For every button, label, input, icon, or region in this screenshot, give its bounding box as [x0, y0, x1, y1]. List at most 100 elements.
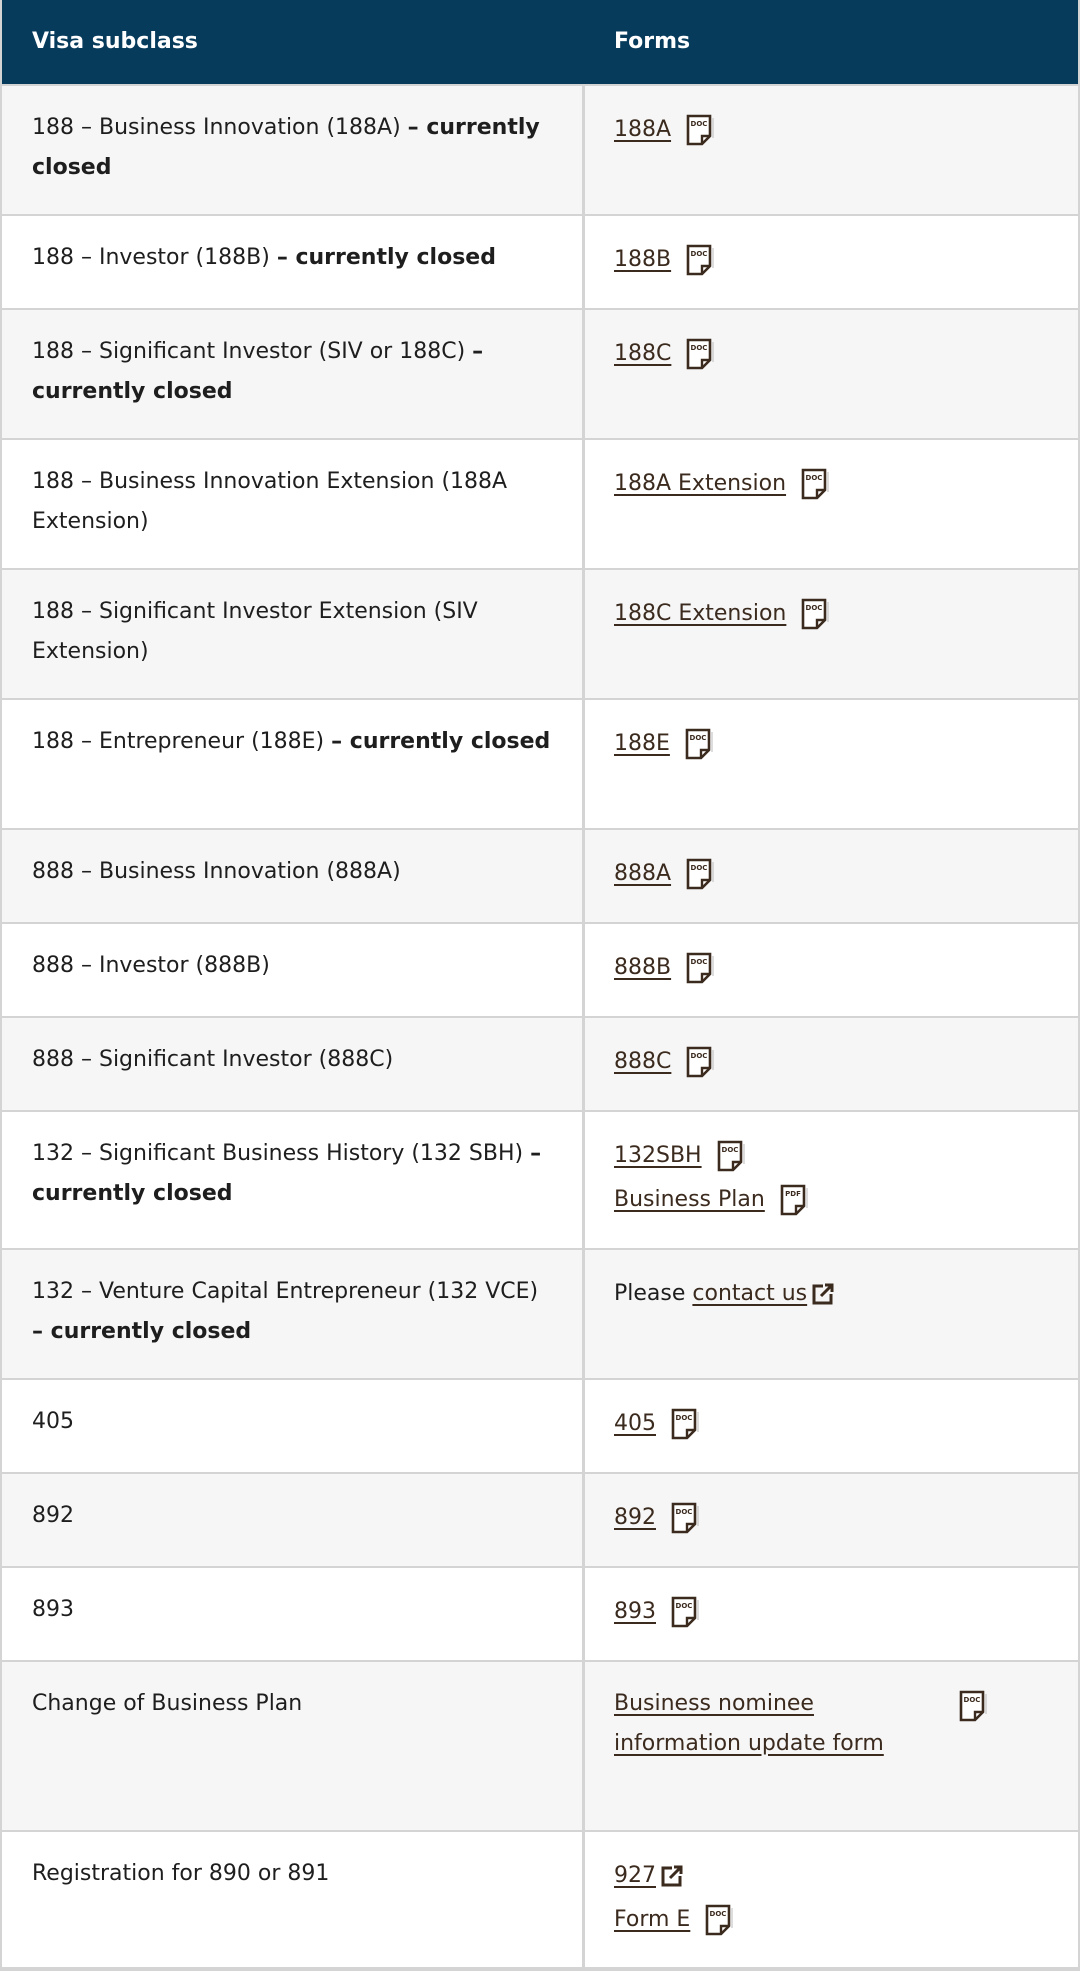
file-icon: DOC	[959, 1690, 987, 1722]
table-row: 888 – Investor (888B) 888B DOC	[2, 924, 1078, 1016]
table-row: 132 – Significant Business History (132 …	[2, 1112, 1078, 1248]
form-link[interactable]: 188E	[614, 731, 670, 756]
file-icon: DOC	[671, 1408, 699, 1440]
icon-label: DOC	[691, 1052, 708, 1060]
icon-arrow	[820, 1283, 834, 1298]
file-icon: DOC	[686, 858, 714, 890]
form-item: 888B DOC	[614, 946, 1048, 990]
table-row: 188 – Business Innovation Extension (188…	[2, 440, 1078, 568]
form-link[interactable]: 888B	[614, 955, 672, 980]
header-row: Visa subclass Forms	[2, 0, 1078, 84]
file-icon: DOC	[802, 598, 829, 630]
forms-cell: Business nominee information update form…	[585, 1662, 1078, 1830]
icon-fold	[700, 134, 711, 144]
form-link[interactable]: Business Plan	[614, 1187, 765, 1212]
forms-cell: 892 DOC	[585, 1474, 1078, 1566]
status-note: – currently closed	[32, 115, 540, 180]
forms-cell: 893 DOC	[585, 1568, 1078, 1660]
form-link[interactable]: Form E	[614, 1907, 691, 1932]
subclass-cell: 892	[2, 1474, 582, 1566]
form-link[interactable]: 132SBH	[614, 1143, 702, 1168]
icon-label: DOC	[721, 1146, 738, 1154]
file-icon: DOC	[706, 1904, 733, 1936]
subclass-cell: Registration for 890 or 891	[2, 1832, 582, 1967]
form-link[interactable]: 188C Extension	[614, 601, 787, 626]
forms-cell: 188C DOC	[585, 310, 1078, 438]
form-link[interactable]: 188C	[614, 341, 672, 366]
icon-label: DOC	[806, 604, 823, 612]
form-link[interactable]: 893	[614, 1599, 656, 1624]
icon-fold	[701, 1066, 711, 1076]
form-link[interactable]: Business nominee information update form	[614, 1691, 884, 1756]
icon-label: PDF	[785, 1190, 801, 1198]
header-cell: Visa subclass	[2, 0, 582, 84]
subclass-text: 888 – Significant Investor (888C)	[32, 1047, 394, 1072]
form-link[interactable]: 405	[614, 1411, 656, 1436]
forms-cell: 132SBH DOC Business Plan PDF	[585, 1112, 1078, 1248]
form-link[interactable]: contact us	[692, 1281, 808, 1306]
form-item: 892 DOC	[614, 1496, 1048, 1540]
form-link[interactable]: 888C	[614, 1049, 672, 1074]
subclass-cell: 188 – Investor (188B) – currently closed	[2, 216, 582, 308]
form-item: 888A DOC	[614, 852, 1048, 896]
subclass-cell: 893	[2, 1568, 582, 1660]
external-link-icon	[661, 1865, 683, 1887]
table-row: 132 – Venture Capital Entrepreneur (132 …	[2, 1250, 1078, 1378]
table-row: Registration for 890 or 891 927 Form E DOC	[2, 1832, 1078, 1967]
form-link[interactable]: 188A	[614, 117, 672, 142]
table-row: 188 – Significant Investor (SIV or 188C)…	[2, 310, 1078, 438]
form-item: 188B DOC	[614, 238, 1048, 282]
file-icon: DOC	[717, 1140, 745, 1172]
icon-fold	[720, 1924, 730, 1934]
form-link[interactable]: 888A	[614, 861, 672, 886]
form-link[interactable]: 892	[614, 1505, 656, 1530]
icon-fold	[700, 972, 711, 982]
subclass-cell: 132 – Venture Capital Entrepreneur (132 …	[2, 1250, 582, 1378]
subclass-cell: Change of Business Plan	[2, 1662, 582, 1830]
file-icon: PDF	[780, 1184, 808, 1216]
table-row: Change of Business Plan Business nominee …	[2, 1662, 1078, 1830]
subclass-text: Change of Business Plan	[32, 1691, 303, 1716]
icon-label: DOC	[691, 864, 708, 872]
form-item: 888C DOC	[614, 1040, 1048, 1084]
form-link[interactable]: 188B	[614, 247, 672, 272]
subclass-text: 132 – Significant Business History (132 …	[32, 1141, 524, 1166]
icon-label: DOC	[691, 344, 708, 352]
file-icon: DOC	[686, 114, 714, 146]
form-link[interactable]: 927	[614, 1863, 656, 1888]
table-row: 405 405 DOC	[2, 1380, 1078, 1472]
forms-cell: 927 Form E DOC	[585, 1832, 1078, 1967]
subclass-text: 188 – Significant Investor Extension (SI…	[32, 599, 478, 664]
form-item: 927	[614, 1854, 1048, 1898]
subclass-text: 405	[32, 1409, 74, 1434]
subclass-text: 188 – Business Innovation (188A)	[32, 115, 401, 140]
subclass-text: 888 – Investor (888B)	[32, 953, 270, 978]
form-item: 188C Extension DOC	[614, 592, 1048, 636]
link-prefix: Please	[614, 1281, 686, 1306]
icon-fold	[699, 748, 709, 758]
form-item: 405 DOC	[614, 1402, 1048, 1446]
forms-cell: 888B DOC	[585, 924, 1078, 1016]
subclass-cell: 188 – Significant Investor (SIV or 188C)…	[2, 310, 582, 438]
status-note: – currently closed	[331, 729, 551, 754]
table-row: 893 893 DOC	[2, 1568, 1078, 1660]
subclass-text: 188 – Significant Investor (SIV or 188C)	[32, 339, 466, 364]
form-link[interactable]: 188A Extension	[614, 471, 787, 496]
subclass-text: 888 – Business Innovation (888A)	[32, 859, 401, 884]
icon-label: DOC	[964, 1696, 981, 1704]
file-icon: DOC	[686, 952, 714, 984]
table-row: 188 – Business Innovation (188A) – curre…	[2, 86, 1078, 214]
subclass-text: 892	[32, 1503, 74, 1528]
header-cell: Forms	[585, 0, 1078, 84]
icon-fold	[700, 264, 711, 274]
table-row: 888 – Significant Investor (888C) 888C DOC	[2, 1018, 1078, 1110]
subclass-cell: 188 – Business Innovation Extension (188…	[2, 440, 582, 568]
subclass-text: 893	[32, 1597, 74, 1622]
icon-label: DOC	[806, 474, 823, 482]
file-icon: DOC	[801, 468, 829, 500]
icon-label: DOC	[689, 734, 706, 742]
file-icon: DOC	[687, 1046, 714, 1078]
status-note: – currently closed	[32, 1319, 252, 1344]
